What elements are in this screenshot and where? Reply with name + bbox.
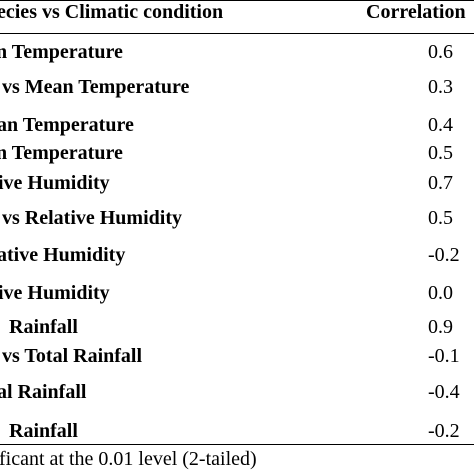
- row-value: -0.2: [428, 420, 460, 442]
- row-label: ative Humidity: [0, 244, 126, 266]
- row-value: -0.2: [428, 244, 460, 266]
- row-label: ive Humidity: [0, 282, 110, 304]
- header-species-vs-climatic: ecies vs Climatic condition: [0, 1, 224, 23]
- row-value: 0.7: [428, 172, 453, 194]
- row-label: Rainfall: [9, 316, 78, 338]
- row-label: vs Mean Temperature: [2, 76, 190, 98]
- row-label: ive Humidity: [0, 172, 110, 194]
- row-label: Rainfall: [9, 420, 78, 442]
- row-value: 0.0: [428, 282, 453, 304]
- row-value: 0.4: [428, 114, 453, 136]
- row-label: n Temperature: [0, 41, 123, 63]
- header-top-rule: [0, 0, 474, 1]
- row-value: 0.9: [428, 316, 453, 338]
- row-value: 0.3: [428, 76, 453, 98]
- row-value: -0.4: [428, 381, 460, 403]
- row-value: 0.5: [428, 207, 453, 229]
- row-value: -0.1: [428, 345, 460, 367]
- row-label: vs Relative Humidity: [2, 207, 182, 229]
- row-label: n Temperature: [0, 142, 123, 164]
- header-bottom-rule: [0, 33, 474, 34]
- row-label: al Rainfall: [0, 381, 87, 403]
- table-bottom-rule: [0, 444, 474, 445]
- header-correlation: Correlation: [366, 1, 466, 23]
- row-value: 0.5: [428, 142, 453, 164]
- row-label: vs Total Rainfall: [2, 345, 143, 367]
- row-label: an Temperature: [0, 114, 134, 136]
- row-value: 0.6: [428, 41, 453, 63]
- table-footnote: ficant at the 0.01 level (2-tailed): [0, 448, 257, 470]
